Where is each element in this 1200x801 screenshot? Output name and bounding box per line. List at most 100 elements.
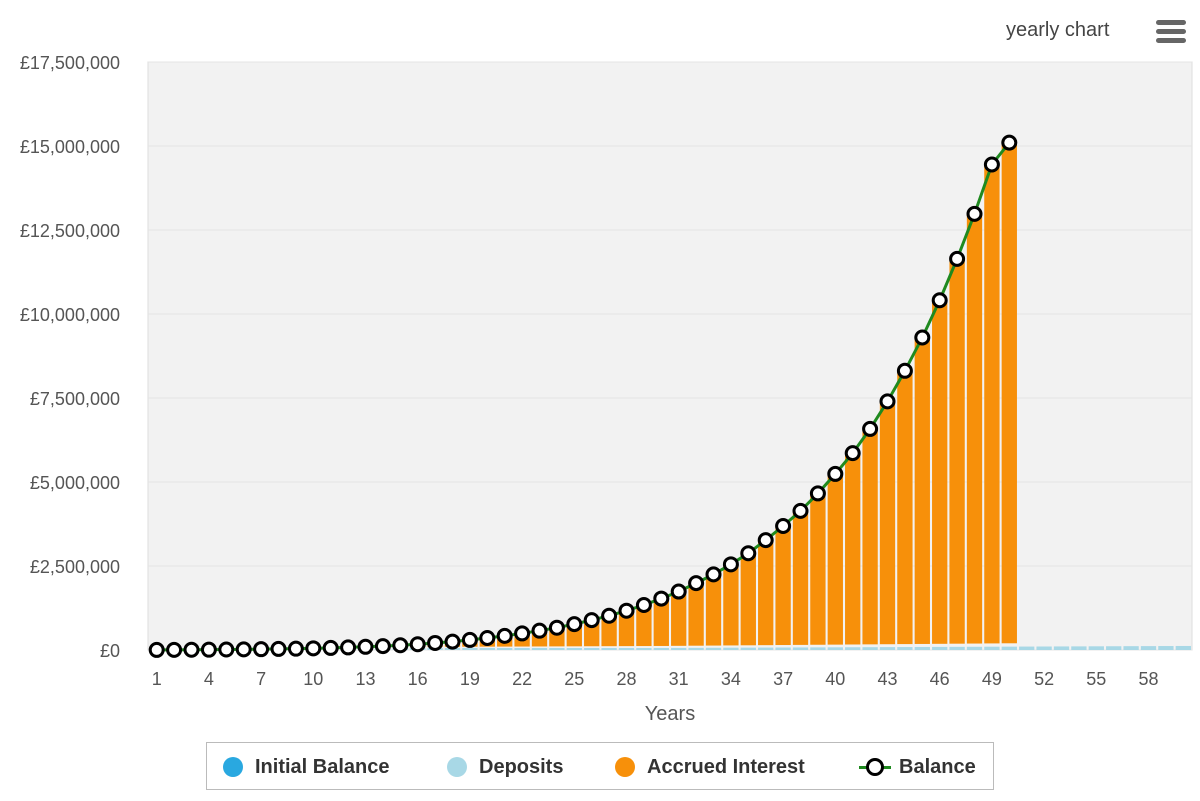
legend-label-accrued-interest: Accrued Interest — [647, 755, 805, 778]
x-tick-label: 22 — [512, 669, 532, 689]
x-axis-title: Years — [645, 703, 695, 725]
y-tick-label: £15,000,000 — [20, 137, 120, 157]
balance-point — [722, 556, 739, 573]
bar-deposits — [705, 647, 722, 650]
bar-accrued-interest — [879, 401, 896, 645]
bar-deposits — [1019, 646, 1035, 650]
x-tick-label: 49 — [982, 669, 1002, 689]
x-tick-label: 7 — [256, 669, 266, 689]
bar-deposits — [479, 648, 495, 650]
bar-deposits — [740, 647, 756, 650]
bar-deposits — [810, 647, 826, 650]
x-tick-label: 43 — [877, 669, 897, 689]
y-tick-label: £7,500,000 — [30, 389, 120, 409]
bar-deposits — [1088, 646, 1104, 650]
bar-accrued-interest — [601, 615, 617, 647]
y-tick-label: £10,000,000 — [20, 305, 120, 325]
balance-point — [601, 607, 618, 624]
legend-item-accrued-interest[interactable]: Accrued Interest — [615, 743, 805, 791]
x-tick-label: 28 — [616, 669, 636, 689]
balance-point — [775, 518, 792, 535]
chart-legend: Initial Balance Deposits Accrued Interes… — [206, 742, 994, 790]
legend-item-deposits[interactable]: Deposits — [447, 743, 563, 791]
balance-point — [479, 629, 496, 646]
balance-point — [896, 362, 913, 379]
bar-accrued-interest — [914, 337, 930, 644]
balance-point — [287, 640, 304, 657]
y-tick-label: £2,500,000 — [30, 557, 120, 577]
legend-swatch-accrued-interest — [615, 757, 635, 777]
legend-label-balance: Balance — [899, 755, 976, 778]
bar-accrued-interest — [705, 574, 722, 646]
balance-point — [705, 566, 722, 583]
balance-point — [966, 205, 983, 222]
bar-accrued-interest — [810, 493, 826, 645]
bar-accrued-interest — [845, 453, 861, 645]
bar-deposits — [914, 646, 930, 650]
balance-point — [635, 596, 652, 613]
x-tick-label: 40 — [825, 669, 845, 689]
bar-deposits — [618, 648, 635, 650]
bar-deposits — [549, 648, 565, 650]
bar-accrued-interest — [740, 553, 756, 646]
balance-point — [566, 616, 583, 633]
bar-deposits — [1158, 646, 1174, 650]
balance-point — [879, 393, 896, 410]
balance-point — [444, 633, 461, 650]
bar-deposits — [497, 648, 513, 650]
balance-point — [844, 445, 861, 462]
bar-accrued-interest — [618, 610, 635, 647]
balance-point — [531, 622, 548, 639]
balance-point — [183, 641, 200, 658]
balance-point — [496, 627, 513, 644]
bar-deposits — [879, 647, 896, 650]
bar-deposits — [723, 647, 739, 650]
balance-point — [514, 625, 531, 642]
balance-point — [253, 641, 270, 658]
hamburger-menu-icon[interactable] — [1156, 20, 1186, 44]
balance-point — [740, 545, 757, 562]
legend-item-initial-balance[interactable]: Initial Balance — [223, 743, 390, 791]
bar-deposits — [1053, 646, 1070, 650]
balance-point — [792, 502, 809, 519]
balance-point — [392, 637, 409, 654]
bar-accrued-interest — [775, 526, 791, 646]
bar-deposits — [584, 648, 600, 650]
balance-point — [688, 575, 705, 592]
bar-accrued-interest — [653, 598, 669, 646]
bar-accrued-interest — [636, 604, 652, 647]
legend-label-initial-balance: Initial Balance — [255, 755, 390, 778]
x-tick-label: 25 — [564, 669, 584, 689]
balance-point — [1001, 134, 1018, 151]
balance-point — [427, 634, 444, 651]
bar-deposits — [514, 648, 530, 650]
balance-point — [670, 583, 687, 600]
bar-deposits — [932, 646, 948, 650]
balance-point — [983, 156, 1000, 173]
bar-deposits — [1071, 646, 1087, 650]
bar-deposits — [531, 648, 548, 650]
bar-accrued-interest — [897, 370, 913, 645]
bar-accrued-interest — [671, 591, 687, 646]
bar-deposits — [1123, 646, 1139, 650]
x-tick-label: 1 — [152, 669, 162, 689]
chart-title: yearly chart — [1006, 19, 1110, 41]
balance-point — [461, 631, 478, 648]
legend-label-deposits: Deposits — [479, 755, 564, 778]
bar-accrued-interest — [723, 564, 739, 646]
x-tick-label: 19 — [460, 669, 480, 689]
balance-point — [618, 602, 635, 619]
bar-deposits — [1106, 646, 1122, 650]
legend-item-balance[interactable]: Balance — [859, 743, 976, 791]
y-tick-label: £0 — [100, 641, 120, 661]
x-tick-label: 58 — [1138, 669, 1158, 689]
balance-point — [200, 641, 217, 658]
balance-point — [548, 619, 565, 636]
balance-point — [862, 420, 879, 437]
balance-point — [305, 640, 322, 657]
balance-point — [235, 641, 252, 658]
bar-accrued-interest — [792, 510, 809, 645]
legend-swatch-deposits — [447, 757, 467, 777]
